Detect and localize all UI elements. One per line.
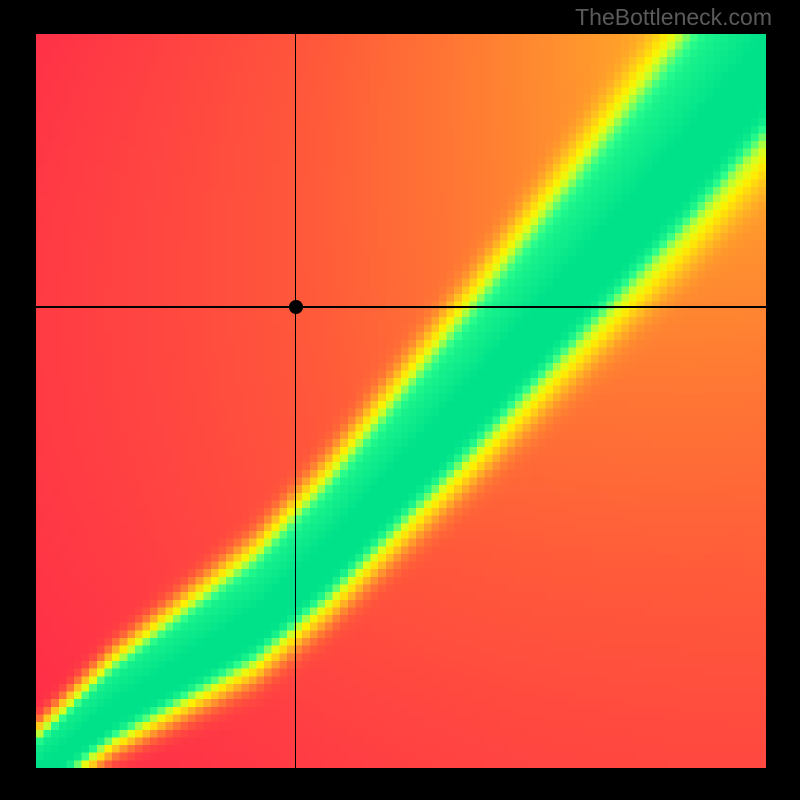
heatmap-plot [36,34,766,768]
crosshair-point[interactable] [289,300,303,314]
watermark-text: TheBottleneck.com [575,4,772,31]
heatmap-canvas [36,34,766,768]
crosshair-horizontal [36,306,766,307]
chart-container: TheBottleneck.com [0,0,800,800]
crosshair-vertical [295,34,296,768]
